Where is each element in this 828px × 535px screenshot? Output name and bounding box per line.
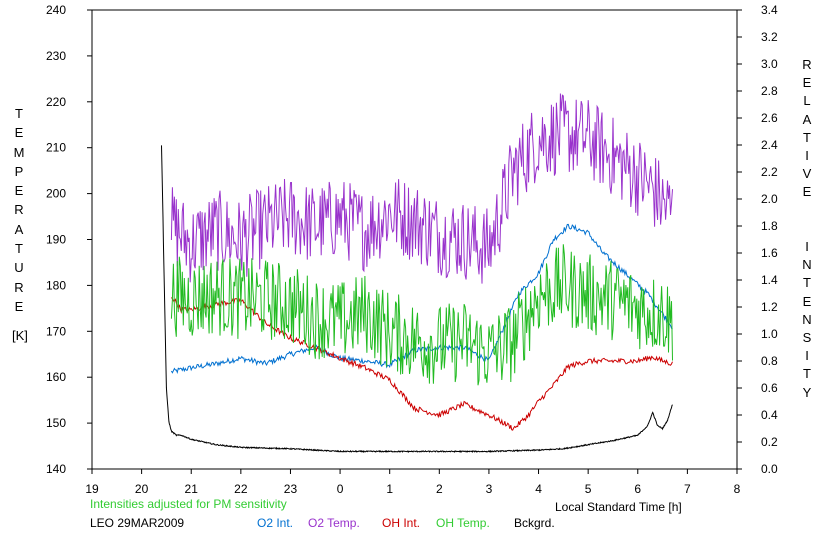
x-tick-label: 1 [386, 482, 393, 496]
x-tick-label: 4 [535, 482, 542, 496]
right-axis-letter: E [802, 184, 812, 200]
right-axis-letter [800, 202, 814, 220]
left-tick-label: 150 [46, 416, 66, 430]
x-tick-label: 7 [684, 482, 691, 496]
x-tick-label: 20 [135, 482, 149, 496]
right-tick-label: 2.8 [761, 84, 778, 98]
left-tick-label: 210 [46, 141, 66, 155]
right-axis-letter: T [803, 129, 811, 145]
left-axis-letter: E [14, 125, 24, 141]
left-axis-letter: R [14, 202, 24, 218]
right-tick-label: 3.4 [761, 3, 778, 17]
x-tick-label: 22 [234, 482, 248, 496]
right-axis-letter: S [802, 330, 812, 346]
x-tick-label: 6 [634, 482, 641, 496]
left-axis-unit: [K] [12, 328, 28, 344]
left-tick-label: 230 [46, 49, 66, 63]
left-tick-label: 200 [46, 187, 66, 201]
left-tick-label: 180 [46, 278, 66, 292]
right-tick-label: 2.4 [761, 138, 778, 152]
right-axis-letter: N [802, 311, 812, 327]
x-axis-ticks: 19 20 21 22 23 0 1 2 3 4 5 6 7 8 [85, 469, 741, 496]
left-axis-ticks: 140 150 160 170 180 190 200 210 220 230 240 [46, 3, 92, 476]
left-axis-letter: R [14, 279, 24, 295]
right-axis-letter: I [805, 148, 809, 164]
right-tick-label: 0.6 [761, 381, 778, 395]
legend-item: OH Int. [382, 516, 421, 530]
right-axis-letter: T [803, 275, 811, 291]
series-oh-temp [170, 244, 673, 386]
right-tick-label: 1.2 [761, 300, 778, 314]
x-tick-label: 2 [436, 482, 443, 496]
left-tick-label: 240 [46, 3, 66, 17]
left-tick-label: 140 [46, 462, 66, 476]
series-o2-temp [170, 93, 673, 284]
plot-frame [91, 9, 738, 470]
x-tick-label: 23 [284, 482, 298, 496]
right-axis-letter: E [802, 293, 812, 309]
right-tick-label: 2.6 [761, 111, 778, 125]
legend-item: OH Temp. [436, 516, 490, 530]
adjustment-note: Intensities adjusted for PM sensitivity [90, 497, 287, 511]
legend-item: O2 Temp. [308, 516, 360, 530]
left-axis-letter: E [14, 183, 24, 199]
left-tick-label: 170 [46, 324, 66, 338]
series-layer [161, 93, 673, 454]
x-axis-label: Local Standard Time [h] [555, 500, 682, 514]
right-axis-letter: I [805, 239, 809, 255]
left-tick-label: 190 [46, 233, 66, 247]
right-tick-label: 1.8 [761, 219, 778, 233]
right-axis-ticks: 0.0 0.2 0.4 0.6 0.8 1.0 1.2 1.4 1.6 1.8 2.0 2.2 2.4 2… [737, 3, 778, 476]
right-tick-label: 1.4 [761, 273, 778, 287]
left-tick-label: 160 [46, 370, 66, 384]
left-tick-label: 220 [46, 95, 66, 109]
left-axis-letter: T [15, 241, 23, 257]
x-tick-label: 21 [185, 482, 199, 496]
right-axis-letter: R [802, 57, 812, 72]
right-tick-label: 0.0 [761, 462, 778, 476]
right-axis-letter: I [805, 348, 809, 364]
right-axis-letter: V [802, 166, 812, 182]
x-tick-label: 8 [734, 482, 741, 496]
left-axis-letter: E [14, 298, 24, 314]
right-axis-letter [800, 220, 814, 238]
left-axis-letter: U [14, 260, 24, 276]
x-tick-label: 5 [585, 482, 592, 496]
left-axis-label: T E M P E R A T U R E [K] [12, 104, 28, 346]
x-tick-label: 3 [486, 482, 493, 496]
right-axis-letter: L [803, 93, 811, 109]
right-tick-label: 2.2 [761, 165, 778, 179]
left-axis-letter: M [13, 144, 25, 160]
right-axis-letter: N [802, 257, 812, 273]
x-tick-label: 19 [85, 482, 99, 496]
right-tick-label: 3.0 [761, 57, 778, 71]
left-axis-letter: P [14, 163, 24, 179]
right-axis-letter: T [803, 366, 811, 382]
station-date: LEO 29MAR2009 [90, 516, 185, 530]
x-tick-label: 0 [337, 482, 344, 496]
right-tick-label: 0.8 [761, 354, 778, 368]
right-tick-label: 0.4 [761, 408, 778, 422]
left-axis-letter: T [15, 106, 23, 121]
right-axis-letter: E [802, 75, 812, 91]
series-o2-int [170, 223, 673, 375]
right-tick-label: 3.2 [761, 30, 778, 44]
right-tick-label: 1.0 [761, 327, 778, 341]
right-tick-label: 2.0 [761, 192, 778, 206]
right-axis-letter: A [802, 111, 812, 127]
right-axis-letter: Y [802, 384, 812, 400]
left-axis-letter: A [14, 221, 24, 237]
right-tick-label: 1.6 [761, 246, 778, 260]
right-tick-label: 0.2 [761, 435, 778, 449]
series-bckgrd [161, 145, 673, 454]
legend-item: O2 Int. [257, 516, 294, 530]
legend-item: Bckgrd. [514, 516, 555, 530]
